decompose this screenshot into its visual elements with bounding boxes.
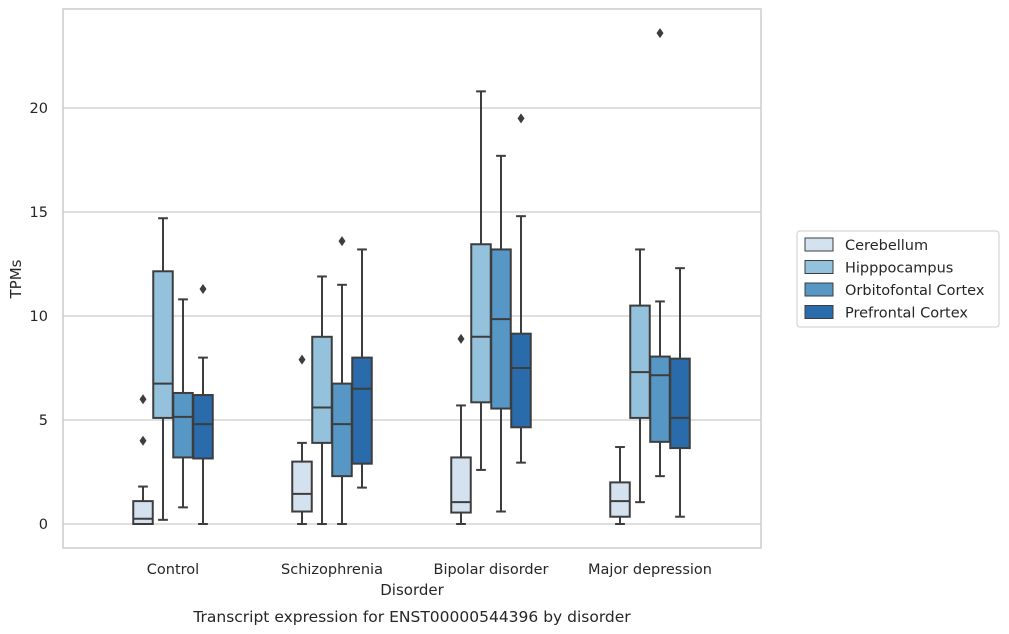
box-3-4 (510, 113, 532, 464)
box-4-1 (609, 446, 631, 525)
box-body (609, 481, 631, 518)
legend-label-4: Prefrontal Cortex (845, 306, 968, 322)
outlier-point-2 (139, 394, 147, 405)
legend-swatch-3 (804, 282, 834, 297)
box-body (649, 355, 671, 443)
x-axis-label: Disorder (380, 581, 444, 599)
outlier-point-1 (199, 283, 207, 294)
outlier-point-1 (656, 28, 664, 39)
box-2-3 (331, 236, 353, 525)
legend-label-2: Hipppocampus (845, 261, 953, 277)
legend-swatch-2 (804, 260, 834, 274)
box-body (629, 304, 651, 419)
box-3-1 (450, 333, 472, 525)
outlier-point-1 (338, 236, 346, 247)
legend: Cerebellum Hipppocampus Orbitofontal Corte… (796, 230, 1000, 328)
box-body (331, 382, 353, 478)
y-tick-label-10: 10 (30, 309, 48, 325)
box-3-3 (490, 154, 512, 513)
outlier-point-1 (139, 435, 147, 446)
legend-swatch-4 (804, 305, 834, 319)
legend-label-1: Cerebellum (845, 238, 928, 254)
box-body (192, 394, 214, 460)
legend-label-3: Orbitofontal Cortex (845, 283, 985, 299)
y-axis-label: TPMs (7, 259, 25, 299)
boxes (132, 28, 691, 525)
x-tick-label-1: Control (147, 562, 199, 578)
legend-frame (796, 230, 1000, 328)
box-body (669, 357, 691, 450)
y-tick-label-0: 0 (39, 517, 48, 533)
box-1-2 (152, 217, 174, 521)
box-body (351, 356, 373, 465)
chart-caption: Transcript expression for ENST0000054439… (192, 608, 631, 626)
box-2-1 (291, 354, 313, 525)
x-tick-label-4: Major depression (588, 562, 712, 578)
x-tick-labels: Control Schizophrenia Bipolar disorder Majo… (147, 562, 712, 578)
box-4-4 (669, 267, 691, 518)
x-tick-label-2: Schizophrenia (281, 562, 383, 578)
box-body (450, 456, 472, 514)
box-1-1 (132, 394, 154, 525)
y-tick-labels: 0 5 10 15 20 (30, 101, 48, 533)
box-body (311, 335, 333, 444)
box-body (470, 243, 492, 404)
box-body (291, 460, 313, 513)
box-body (152, 270, 174, 419)
outlier-point-1 (517, 113, 525, 124)
y-tick-label-5: 5 (39, 413, 48, 429)
box-body (510, 332, 532, 429)
box-3-2 (470, 90, 492, 471)
box-1-3 (172, 298, 194, 509)
y-tick-label-20: 20 (30, 101, 48, 117)
box-2-4 (351, 248, 373, 489)
outlier-point-1 (298, 354, 306, 365)
x-tick-label-3: Bipolar disorder (434, 562, 549, 578)
box-1-4 (192, 283, 214, 525)
box-body (172, 391, 194, 459)
box-body (132, 500, 154, 525)
outlier-point-1 (457, 333, 465, 344)
legend-swatch-1 (804, 237, 834, 252)
y-tick-label-15: 15 (30, 205, 48, 221)
box-body (490, 248, 512, 410)
